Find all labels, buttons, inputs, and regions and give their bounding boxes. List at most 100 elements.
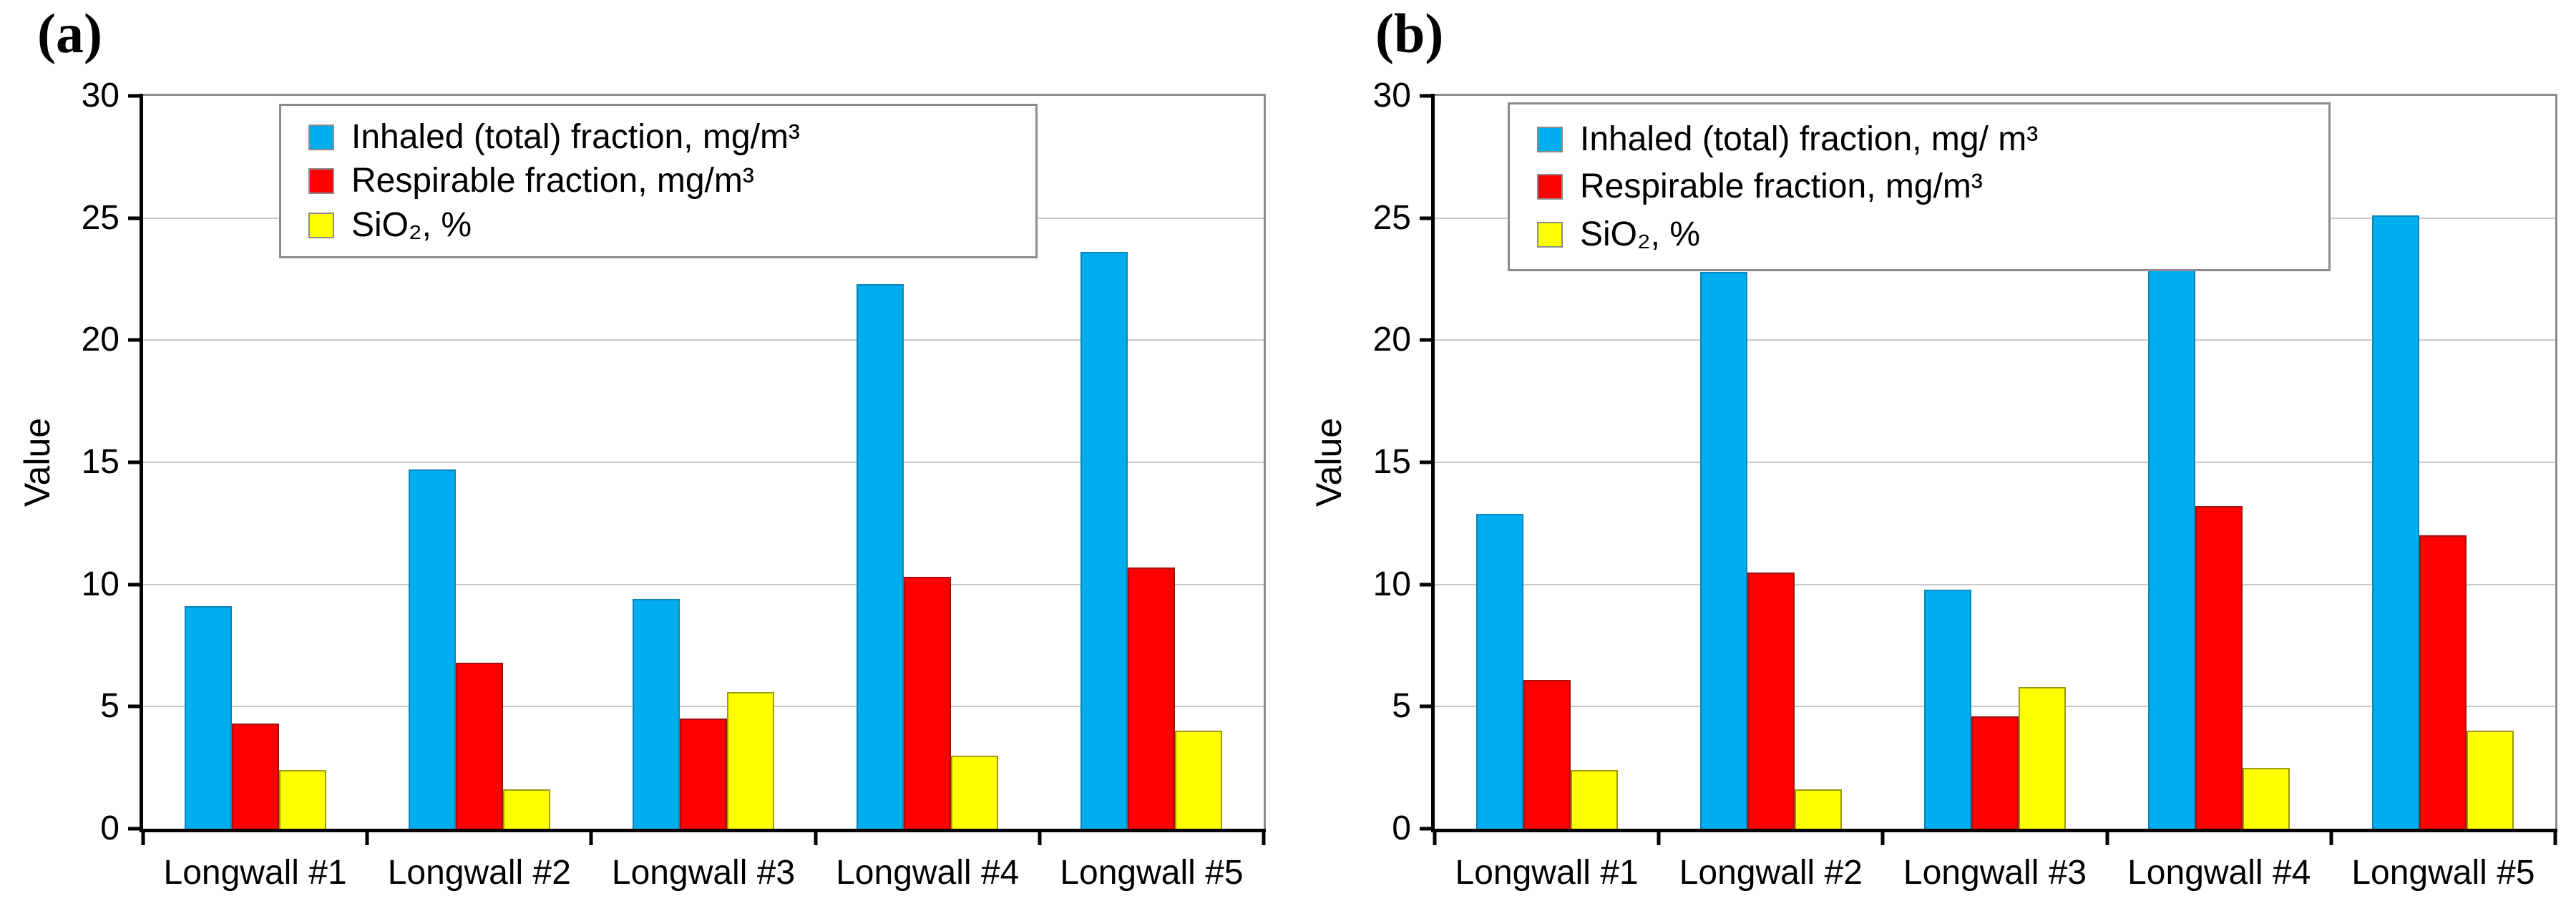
- x-category-label-a-1: Longwall #1: [163, 854, 347, 892]
- y-tick-label-5: 5: [1392, 687, 1411, 726]
- y-axis-tick-30: [128, 94, 140, 98]
- y-axis-tick-25: [128, 216, 140, 220]
- x-category-label-b-3: Longwall #3: [1903, 854, 2087, 892]
- x-axis-line-a: [140, 829, 1266, 832]
- y-tick-label-30: 30: [1372, 77, 1411, 115]
- panel-label-b: (b): [1375, 2, 1444, 64]
- y-axis-title-b: Value: [1309, 417, 1349, 507]
- x-category-label-a-4: Longwall #4: [836, 854, 1020, 892]
- y-tick-label-25: 25: [1372, 198, 1411, 237]
- bar-a-longwall4-series2: [904, 577, 952, 829]
- bar-b-longwall2-series3: [1794, 789, 1842, 829]
- bar-b-longwall2-series1: [1699, 271, 1747, 829]
- bar-b-longwall5-series3: [2467, 731, 2514, 829]
- y-axis-tick-15: [128, 460, 140, 464]
- gridline-20: [143, 339, 1264, 341]
- y-axis-tick-10: [1420, 583, 1431, 587]
- y-axis-tick-20: [1420, 338, 1431, 342]
- x-axis-tick-1: [365, 832, 369, 845]
- y-tick-label-10: 10: [81, 565, 119, 603]
- y-axis-tick-0: [128, 827, 140, 831]
- bar-group-a-longwall4: [816, 96, 1040, 829]
- y-tick-label-25: 25: [81, 198, 119, 237]
- bar-a-longwall1-series1: [184, 606, 232, 829]
- legend-swatch-a-2: [308, 168, 334, 194]
- y-tick-label-30: 30: [81, 77, 119, 115]
- legend-box-b: Inhaled (total) fraction, mg/ m³ Respirab…: [1508, 102, 2331, 271]
- y-tick-label-15: 15: [81, 443, 119, 481]
- x-category-label-b-4: Longwall #4: [2127, 854, 2311, 892]
- x-axis-tick-5: [1262, 832, 1266, 845]
- plot-area-b: Value 0 5 10 15 20 25 30 Longwall #1 Longwall #2…: [1309, 79, 2557, 890]
- bar-group-b-longwall1: [1435, 96, 1659, 829]
- x-axis-tick-3: [2105, 832, 2109, 845]
- bar-b-longwall3-series2: [1971, 716, 2019, 829]
- y-axis-tick-5: [1420, 704, 1431, 708]
- gridline-10: [1435, 583, 2555, 585]
- bar-b-longwall3-series3: [2019, 687, 2066, 829]
- legend-item-b-3: SiO₂, %: [1537, 215, 2321, 253]
- legend-item-b-2: Respirable fraction, mg/m³: [1537, 170, 2321, 204]
- bar-a-longwall2-series2: [455, 662, 503, 829]
- x-category-labels-b: Longwall #1 Longwall #2 Longwall #3 Longwal…: [1435, 856, 2555, 890]
- legend-item-b-1: Inhaled (total) fraction, mg/ m³: [1537, 122, 2321, 157]
- bar-group-a-longwall2: [367, 96, 591, 829]
- bar-a-longwall3-series2: [680, 719, 727, 829]
- y-axis-title-a: Value: [17, 417, 57, 507]
- chart-panel-b: (b) Value 0 5 10 15 20 25 30 Longwall #1 Longwal…: [1288, 0, 2576, 906]
- bar-b-longwall4-series3: [2243, 767, 2290, 829]
- bar-a-longwall5-series3: [1175, 731, 1223, 829]
- y-axis-tick-10: [128, 583, 140, 587]
- x-axis-line-b: [1431, 829, 2557, 832]
- bar-groups-a: [143, 96, 1264, 829]
- y-tick-label-20: 20: [1372, 321, 1411, 359]
- legend-label-b-3: SiO₂, %: [1580, 215, 1700, 253]
- legend-swatch-a-1: [308, 124, 334, 150]
- panel-label-a: (a): [37, 2, 102, 64]
- y-axis-tick-30: [1420, 94, 1431, 98]
- legend-label-b-1: Inhaled (total) fraction, mg/ m³: [1580, 120, 2039, 158]
- legend-swatch-b-1: [1537, 126, 1563, 152]
- x-axis-tick-5: [2553, 832, 2557, 845]
- bar-a-longwall4-series3: [951, 755, 999, 829]
- bar-group-a-longwall5: [1040, 96, 1264, 829]
- y-tick-label-0: 0: [100, 809, 119, 847]
- gridline-15: [1435, 462, 2555, 463]
- x-axis-tick-0: [141, 832, 145, 845]
- plot-area-a: Value 0 5 10 15 20 25 30 Longwall #1 Longwall #2…: [17, 79, 1266, 890]
- y-axis-tick-20: [128, 338, 140, 342]
- x-axis-tick-4: [2329, 832, 2333, 845]
- bar-a-longwall1-series2: [231, 724, 279, 829]
- bar-b-longwall1-series3: [1570, 770, 1618, 829]
- bar-a-longwall2-series3: [502, 789, 550, 829]
- x-category-label-b-2: Longwall #2: [1679, 854, 1863, 892]
- y-tick-label-5: 5: [100, 687, 119, 726]
- y-tick-label-15: 15: [1372, 443, 1411, 481]
- legend-swatch-b-3: [1537, 221, 1563, 248]
- y-axis-tick-25: [1420, 216, 1431, 220]
- x-axis-tick-2: [1880, 832, 1885, 845]
- x-axis-tick-4: [1038, 832, 1042, 845]
- legend-swatch-b-2: [1537, 174, 1563, 200]
- x-category-labels-a: Longwall #1 Longwall #2 Longwall #3 Longwal…: [143, 856, 1264, 890]
- y-axis-tick-15: [1420, 460, 1431, 464]
- bar-b-longwall4-series2: [2195, 506, 2243, 829]
- legend-label-a-2: Respirable fraction, mg/m³: [351, 162, 754, 200]
- bar-group-b-longwall3: [1883, 96, 2107, 829]
- x-category-label-a-2: Longwall #2: [387, 854, 571, 892]
- bar-a-longwall3-series3: [727, 691, 774, 829]
- y-tick-label-10: 10: [1372, 565, 1411, 603]
- y-axis-tick-5: [128, 704, 140, 708]
- bar-group-a-longwall1: [143, 96, 367, 829]
- legend-item-a-3: SiO₂, %: [308, 208, 1028, 243]
- legend-item-a-2: Respirable fraction, mg/m³: [308, 164, 1028, 198]
- x-axis-tick-3: [814, 832, 818, 845]
- bar-b-longwall5-series2: [2419, 535, 2467, 829]
- bar-a-longwall5-series1: [1080, 252, 1128, 829]
- x-category-label-a-5: Longwall #5: [1060, 854, 1244, 892]
- bar-group-b-longwall2: [1659, 96, 1883, 829]
- legend-swatch-a-3: [308, 212, 334, 238]
- bar-b-longwall1-series1: [1475, 513, 1523, 829]
- chart-panel-a: (a) Value 0 5 10 15 20 25 30 Longwall #1 Longwal…: [17, 2, 1266, 890]
- gridline-5: [143, 706, 1264, 708]
